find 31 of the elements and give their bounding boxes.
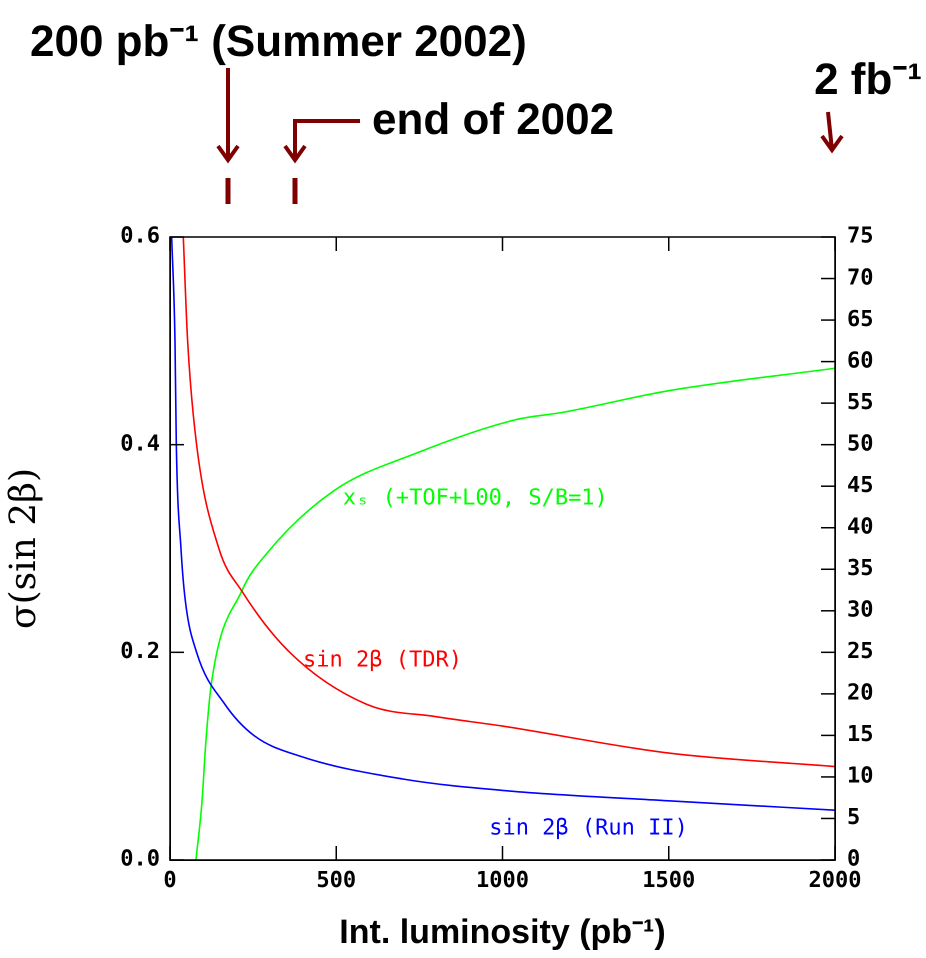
y-tick-label: 0.2 <box>120 639 160 664</box>
text: end of 2002 <box>372 95 614 144</box>
y2-tick-label: 20 <box>847 680 874 706</box>
text: 2 fb⁻¹ <box>814 55 922 104</box>
y-tick-label: 0.0 <box>120 846 160 872</box>
series-label: xₛ (+TOF+L00, S/B=1) <box>342 485 608 510</box>
x-tick-label: 1000 <box>476 868 529 893</box>
y2-tick-label: 45 <box>847 472 874 498</box>
x-tick-label: 1500 <box>642 868 696 893</box>
y2-tick-label: 10 <box>847 764 874 789</box>
x-tick-label: 500 <box>316 868 356 893</box>
y2-tick-label: 50 <box>847 431 874 456</box>
y-tick-label: 0.4 <box>120 431 160 456</box>
y2-tick-label: 5 <box>847 805 860 830</box>
y2-tick-label: 75 <box>847 224 874 249</box>
y2-tick-label: 55 <box>847 390 874 415</box>
x-tick-label: 0 <box>163 868 177 893</box>
series-label: sin 2β (Run II) <box>489 816 688 841</box>
y2-tick-label: 35 <box>847 556 874 581</box>
y2-tick-label: 25 <box>847 639 874 664</box>
y-axis-title: σ(sin 2β) <box>2 468 44 629</box>
series-label: sin 2β (TDR) <box>303 647 462 672</box>
text: 200 pb⁻¹ (Summer 2002) <box>30 17 527 66</box>
y2-tick-label: 60 <box>847 348 874 374</box>
y2-tick-label: 40 <box>847 514 874 540</box>
y2-tick-label: 65 <box>847 306 874 332</box>
y-tick-label: 0.6 <box>120 224 160 249</box>
y2-tick-label: 30 <box>847 598 874 623</box>
x-axis-title: Int. luminosity (pb⁻¹) <box>339 912 666 951</box>
y2-tick-label: 70 <box>847 265 874 290</box>
y2-tick-label: 15 <box>847 722 874 748</box>
